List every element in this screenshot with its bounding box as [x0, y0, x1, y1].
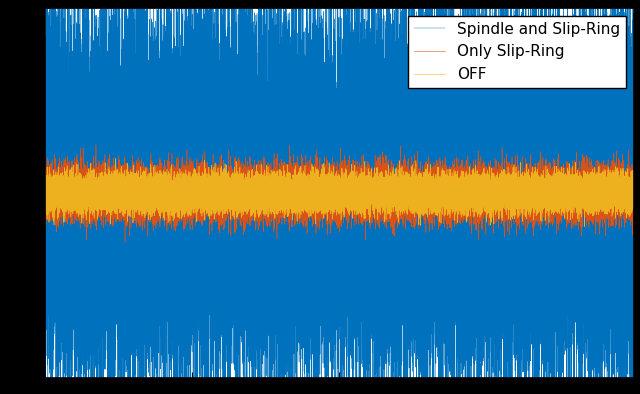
- Spindle and Slip-Ring: [182, 310, 190, 314]
- OFF: [630, 199, 637, 203]
- Only Slip-Ring: [266, 195, 274, 200]
- OFF: [396, 196, 403, 201]
- Only Slip-Ring: [121, 240, 129, 244]
- Spindle and Slip-Ring: [396, 266, 403, 271]
- OFF: [182, 194, 190, 199]
- Spindle and Slip-Ring: [360, 176, 368, 180]
- OFF: [360, 191, 368, 196]
- Spindle and Slip-Ring: [630, 62, 637, 67]
- Spindle and Slip-Ring: [41, 149, 49, 153]
- OFF: [41, 201, 49, 206]
- Legend: Spindle and Slip-Ring, Only Slip-Ring, OFF: Spindle and Slip-Ring, Only Slip-Ring, O…: [408, 15, 626, 88]
- Spindle and Slip-Ring: [81, 225, 89, 230]
- Only Slip-Ring: [41, 199, 49, 204]
- Only Slip-Ring: [92, 143, 100, 147]
- Only Slip-Ring: [81, 205, 89, 210]
- Spindle and Slip-Ring: [478, 167, 486, 172]
- Only Slip-Ring: [396, 176, 403, 180]
- Line: Only Slip-Ring: Only Slip-Ring: [45, 145, 634, 242]
- OFF: [581, 224, 589, 229]
- OFF: [112, 156, 120, 161]
- Spindle and Slip-Ring: [266, 185, 274, 190]
- Only Slip-Ring: [360, 210, 368, 215]
- Line: OFF: OFF: [45, 158, 634, 227]
- Only Slip-Ring: [630, 181, 637, 186]
- Line: Spindle and Slip-Ring: Spindle and Slip-Ring: [45, 0, 634, 394]
- OFF: [478, 186, 486, 191]
- Only Slip-Ring: [182, 195, 190, 199]
- OFF: [266, 190, 274, 195]
- Only Slip-Ring: [478, 195, 486, 200]
- OFF: [81, 197, 89, 201]
